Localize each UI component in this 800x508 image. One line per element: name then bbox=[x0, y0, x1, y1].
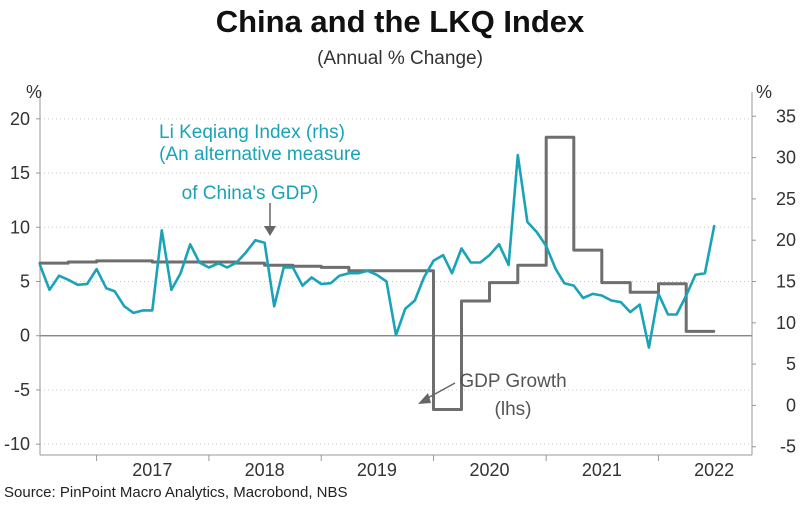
left-tick-label: 5 bbox=[20, 272, 30, 292]
grid-lines bbox=[40, 118, 752, 445]
left-tick-label: 15 bbox=[10, 163, 30, 183]
x-tick-label: 2022 bbox=[694, 460, 734, 480]
left-tick-label: -5 bbox=[14, 380, 30, 400]
left-tick-label: 0 bbox=[20, 326, 30, 346]
x-tick-label: 2020 bbox=[470, 460, 510, 480]
chart-title: China and the LKQ Index bbox=[215, 4, 585, 39]
gdp-annotation-line: GDP Growth bbox=[459, 371, 566, 392]
x-tick-label: 2019 bbox=[357, 460, 397, 480]
right-tick-label: 10 bbox=[776, 313, 796, 333]
gdp-growth-line bbox=[38, 135, 716, 411]
left-tick-label: 10 bbox=[10, 217, 30, 237]
right-axis-unit: % bbox=[756, 82, 772, 102]
x-tick-label: 2017 bbox=[132, 460, 172, 480]
lkq-annotation-arrowhead bbox=[264, 226, 276, 236]
lkq-index-line bbox=[38, 153, 716, 349]
lkq-annotation-line: (An alternative measure bbox=[159, 144, 361, 165]
annotations: Li Keqiang Index (rhs)(An alternative me… bbox=[159, 122, 567, 420]
right-tick-label: 15 bbox=[776, 272, 796, 292]
right-tick-label: -5 bbox=[780, 437, 796, 457]
chart-subtitle: (Annual % Change) bbox=[317, 48, 483, 69]
lkq-annotation-line: of China's GDP) bbox=[182, 183, 319, 204]
lkq-annotation-line: Li Keqiang Index (rhs) bbox=[159, 122, 345, 143]
right-tick-label: 35 bbox=[776, 106, 796, 126]
left-tick-label: 20 bbox=[10, 109, 30, 129]
gdp-annotation-arrowhead bbox=[418, 393, 431, 404]
left-axis-unit: % bbox=[26, 82, 42, 102]
x-tick-label: 2021 bbox=[582, 460, 622, 480]
source-note: Source: PinPoint Macro Analytics, Macrob… bbox=[4, 484, 348, 501]
right-tick-label: 5 bbox=[786, 354, 796, 374]
right-tick-label: 20 bbox=[776, 230, 796, 250]
x-tick-label: 2018 bbox=[245, 460, 285, 480]
left-tick-label: -10 bbox=[4, 434, 30, 454]
right-tick-label: 25 bbox=[776, 189, 796, 209]
right-tick-label: 30 bbox=[776, 148, 796, 168]
series-lines bbox=[38, 135, 716, 411]
axes: % % -10 -5 0 5 10 15 20 -5 0 5 10 15 20 25 30 35 2017 2018 2… bbox=[4, 82, 796, 480]
gdp-annotation-line: (lhs) bbox=[495, 399, 532, 420]
right-tick-label: 0 bbox=[786, 395, 796, 415]
line-chart: % % -10 -5 0 5 10 15 20 -5 0 5 10 15 20 25 30 35 2017 2018 2… bbox=[4, 82, 796, 480]
